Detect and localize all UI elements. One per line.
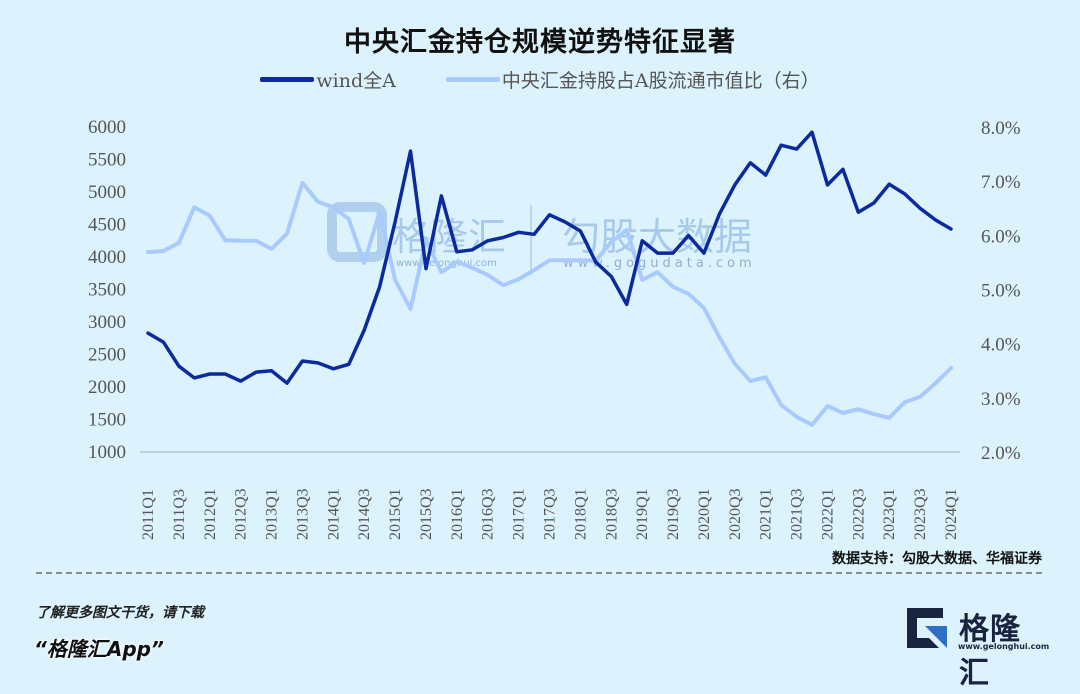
logo-g-icon (907, 608, 947, 648)
logo-name: 格隆汇 (959, 612, 1021, 691)
x-tick-label: 2016Q1 (449, 488, 466, 540)
series-line-wind-all-a (146, 130, 953, 385)
x-tick-label: 2015Q3 (418, 488, 435, 540)
y-tick-label: 4500 (88, 215, 126, 236)
data-source: 数据支持：勾股大数据、华福证券 (832, 551, 1042, 567)
chart-title: 中央汇金持仓规模逆势特征显著 (344, 27, 736, 58)
x-tick-label: 2021Q1 (758, 488, 775, 540)
y2-tick-label: 8.0% (981, 118, 1021, 139)
y-tick-label: 2500 (88, 345, 126, 366)
x-tick-label: 2011Q1 (140, 489, 157, 540)
watermark-logo-icon (327, 202, 387, 262)
x-tick-label: 2022Q1 (819, 488, 836, 540)
x-tick-label: 2017Q3 (542, 488, 559, 540)
legend-item-wind-all-a: wind全A (260, 66, 396, 93)
y2-tick-label: 4.0% (981, 335, 1021, 356)
x-tick-label: 2011Q3 (171, 489, 188, 540)
series-line-huijin-ratio (146, 180, 953, 427)
y-tick-label: 2000 (88, 377, 126, 398)
right-y-axis: 8.0% 7.0% 6.0% 5.0% 4.0% 3.0% 2.0% (981, 118, 1021, 464)
x-tick-label: 2024Q1 (943, 488, 960, 540)
legend-label: wind全A (316, 70, 396, 92)
x-tick-label: 2013Q3 (294, 488, 311, 540)
line-chart: 格隆汇www.gelonghui.com勾股大数据www.gogudata.co… (88, 117, 1021, 540)
x-tick-label: 2020Q3 (727, 488, 744, 540)
footer-promo: 了解更多图文干货，请下载 (36, 605, 204, 621)
gelonghui-logo: 格隆汇 www.gelonghui.com (903, 604, 1049, 691)
y-tick-label: 1000 (88, 442, 126, 463)
series (146, 130, 953, 427)
x-tick-label: 2016Q3 (480, 488, 497, 540)
y-tick-label: 6000 (88, 117, 126, 138)
x-tick-label: 2022Q3 (850, 488, 867, 540)
x-tick-label: 2019Q1 (634, 488, 651, 540)
legend: wind全A 中央汇金持股占A股流通市值比（右） (0, 66, 1080, 93)
x-axis: 2011Q1 2011Q3 2012Q1 2012Q3 2013Q1 2013Q3 2014… (140, 488, 960, 540)
y2-tick-label: 2.0% (981, 443, 1021, 464)
watermark-right-url: www.gogudata.com (563, 256, 756, 271)
x-tick-label: 2014Q1 (325, 488, 342, 540)
y2-tick-label: 7.0% (981, 172, 1021, 193)
x-tick-label: 2013Q1 (264, 488, 281, 540)
y-tick-label: 1500 (88, 410, 126, 431)
y-tick-label: 3000 (88, 312, 126, 333)
x-tick-label: 2017Q1 (511, 488, 528, 540)
watermark: 格隆汇www.gelonghui.com勾股大数据www.gogudata.co… (327, 202, 756, 275)
x-tick-label: 2018Q3 (603, 488, 620, 540)
legend-swatch-light (445, 77, 500, 82)
footer-app-name: “格隆汇App” (34, 637, 164, 661)
legend-item-huijin-ratio: 中央汇金持股占A股流通市值比（右） (445, 66, 820, 93)
x-tick-label: 2012Q1 (202, 488, 219, 540)
x-tick-label: 2014Q3 (356, 488, 373, 540)
x-tick-label: 2012Q3 (233, 488, 250, 540)
y-tick-label: 5000 (88, 182, 126, 203)
y-tick-label: 4000 (88, 247, 126, 268)
x-tick-label: 2020Q1 (696, 488, 713, 540)
x-tick-label: 2023Q3 (912, 488, 929, 540)
logo-url: www.gelonghui.com (958, 642, 1050, 651)
x-tick-label: 2021Q3 (789, 488, 806, 540)
y-tick-label: 3500 (88, 280, 126, 301)
divider (36, 572, 1042, 574)
y2-tick-label: 3.0% (981, 389, 1021, 410)
y-tick-label: 5500 (88, 150, 126, 171)
watermark-left-url: www.gelonghui.com (396, 258, 497, 269)
y2-tick-label: 5.0% (981, 281, 1021, 302)
x-tick-label: 2018Q1 (572, 488, 589, 540)
legend-label: 中央汇金持股占A股流通市值比（右） (501, 70, 820, 92)
x-tick-label: 2015Q1 (387, 488, 404, 540)
legend-swatch-dark (260, 77, 315, 82)
left-y-axis: 6000 5500 5000 4500 4000 3500 3000 2500 2000 1500… (88, 117, 126, 463)
y2-tick-label: 6.0% (981, 226, 1021, 247)
x-tick-label: 2023Q1 (881, 488, 898, 540)
x-tick-label: 2019Q3 (665, 488, 682, 540)
